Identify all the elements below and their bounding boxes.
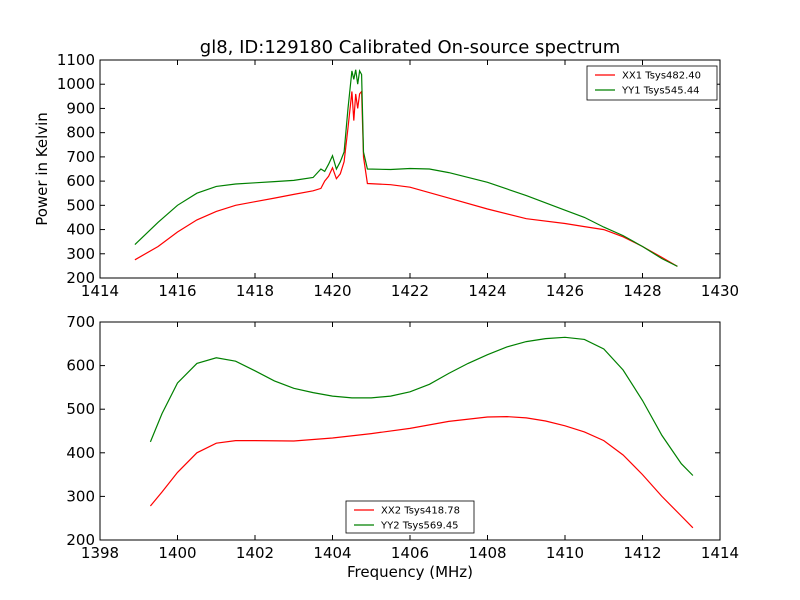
- y-tick-label: 600: [66, 172, 95, 190]
- x-tick-label: 1408: [468, 544, 506, 562]
- x-tick-label: 1420: [313, 282, 351, 300]
- legend-box: [345, 500, 475, 534]
- y-tick-label: 1000: [57, 75, 95, 93]
- x-tick-label: 1422: [391, 282, 429, 300]
- y-tick-label: 500: [66, 400, 95, 418]
- y-tick-label: 700: [66, 313, 95, 331]
- bottom-plot-panel: 1398 1400 1402 1404 1406 1408 1410 1412 1414 200 3…: [66, 313, 739, 562]
- x-tick-label: 1406: [391, 544, 429, 562]
- series-line-0-0: [134, 89, 678, 267]
- x-tick-label: 1402: [236, 544, 274, 562]
- y-tick-label: 1100: [57, 51, 95, 69]
- x-tick-label: 1424: [468, 282, 506, 300]
- series-line-1-0: [149, 415, 694, 529]
- legend-label: YY1 Tsys545.44: [621, 86, 700, 97]
- y-tick-label: 300: [66, 245, 95, 263]
- y-tick-label: 700: [66, 148, 95, 166]
- legend-label: XX2 Tsys418.78: [381, 506, 460, 517]
- y-tick-label: 800: [66, 124, 95, 142]
- y-tick-label: 400: [66, 444, 95, 462]
- x-tick-label: 1428: [623, 282, 661, 300]
- x-tick-label: 1398: [81, 544, 119, 562]
- y-tick-label: 300: [66, 487, 95, 505]
- x-tick-label: 1410: [546, 544, 584, 562]
- top-y-axis-label: Power in Kelvin: [33, 112, 51, 226]
- x-tick-label: 1414: [81, 282, 119, 300]
- legend-box: [586, 65, 718, 101]
- x-tick-label: 1400: [158, 544, 196, 562]
- y-tick-label: 900: [66, 99, 95, 117]
- bottom-x-axis-label: Frequency (MHz): [347, 563, 473, 581]
- y-tick-label: 200: [66, 531, 95, 549]
- y-tick-label: 600: [66, 357, 95, 375]
- top-plot-panel: 1414 1416 1418 1420 1422 1424 1426 1428 1430 200 3…: [57, 51, 739, 300]
- x-tick-label: 1426: [546, 282, 584, 300]
- legend-label: YY2 Tsys569.45: [380, 521, 459, 532]
- x-tick-label: 1418: [236, 282, 274, 300]
- y-tick-label: 400: [66, 221, 95, 239]
- y-tick-label: 200: [66, 269, 95, 287]
- x-tick-label: 1430: [701, 282, 739, 300]
- y-tick-label: 500: [66, 196, 95, 214]
- legend-label: XX1 Tsys482.40: [622, 71, 701, 82]
- x-tick-label: 1416: [158, 282, 196, 300]
- x-tick-label: 1414: [701, 544, 739, 562]
- series-line-1-1: [149, 336, 694, 476]
- chart-title: gl8, ID:129180 Calibrated On-source spec…: [200, 37, 620, 58]
- series-line-0-1: [134, 69, 678, 267]
- x-tick-label: 1412: [623, 544, 661, 562]
- x-tick-label: 1404: [313, 544, 351, 562]
